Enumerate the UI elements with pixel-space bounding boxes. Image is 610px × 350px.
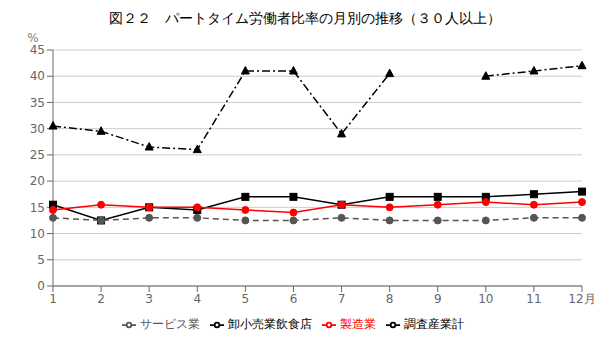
svg-text:9: 9 bbox=[434, 292, 442, 306]
html-text:製造業: 製造業 bbox=[339, 317, 376, 331]
svg-text:6: 6 bbox=[290, 292, 298, 306]
svg-text:45: 45 bbox=[30, 43, 45, 57]
svg-text:40: 40 bbox=[30, 69, 45, 83]
html-text:卸小売業飲食店: 卸小売業飲食店 bbox=[227, 317, 312, 331]
html-text:図２２ パートタイム労働者比率の月別の推移（３０人以上）: 図２２ パートタイム労働者比率の月別の推移（３０人以上） bbox=[109, 10, 501, 26]
svg-text:15: 15 bbox=[30, 201, 45, 215]
svg-text:3: 3 bbox=[145, 292, 153, 306]
svg-text:%: % bbox=[27, 31, 38, 45]
html-text:調査産業計: 調査産業計 bbox=[403, 317, 464, 331]
svg-text:20: 20 bbox=[30, 174, 45, 188]
svg-text:11: 11 bbox=[526, 292, 541, 306]
svg-text:1: 1 bbox=[49, 292, 57, 306]
svg-text:30: 30 bbox=[30, 122, 45, 136]
svg-text:10: 10 bbox=[30, 227, 45, 241]
svg-text:2: 2 bbox=[97, 292, 105, 306]
svg-text:10: 10 bbox=[478, 292, 493, 306]
svg-text:0: 0 bbox=[37, 279, 45, 293]
svg-text:25: 25 bbox=[30, 148, 45, 162]
svg-text:4: 4 bbox=[193, 292, 201, 306]
svg-text:7: 7 bbox=[338, 292, 346, 306]
svg-text:5: 5 bbox=[37, 253, 45, 267]
svg-text:5: 5 bbox=[242, 292, 250, 306]
html-text:サービス業: サービス業 bbox=[139, 317, 200, 331]
svg-text:12月: 12月 bbox=[568, 292, 595, 306]
svg-text:35: 35 bbox=[30, 96, 45, 110]
svg-text:8: 8 bbox=[386, 292, 394, 306]
